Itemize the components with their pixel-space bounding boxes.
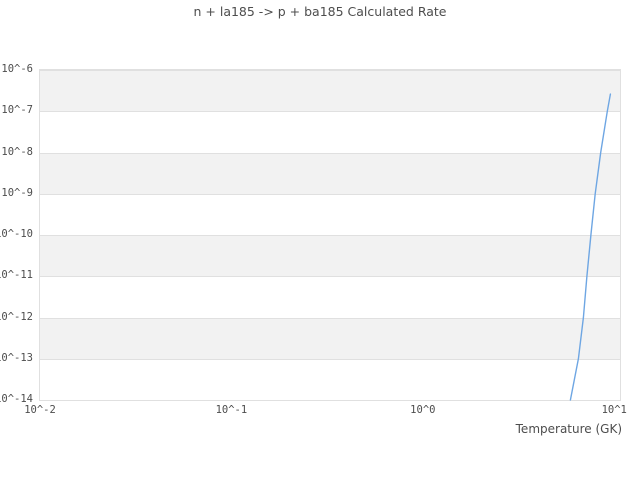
y-tick-label: 10^-9 — [1, 186, 33, 199]
chart-title: n + la185 -> p + ba185 Calculated Rate — [193, 4, 447, 19]
gridline — [40, 317, 620, 319]
y-tick-label: 10^-8 — [1, 145, 33, 158]
gridline — [40, 111, 620, 113]
x-tick-label: 10^1 — [601, 404, 627, 416]
x-axis-label: Temperature (GK) — [515, 422, 622, 436]
x-tick-label: 10^-1 — [215, 404, 248, 416]
grid-band — [40, 152, 620, 194]
gridline — [40, 358, 620, 360]
x-tick-label: 10^-2 — [24, 404, 56, 416]
y-tick-label: 10^-7 — [1, 104, 33, 117]
y-tick-label: 10^-12 — [0, 310, 33, 323]
y-tick-label: 10^-6 — [1, 63, 33, 75]
gridline — [40, 400, 620, 401]
plot-area — [39, 69, 621, 401]
gridline — [40, 70, 620, 71]
gridline — [40, 193, 620, 195]
gridline — [40, 276, 620, 278]
gridline — [40, 235, 620, 236]
x-tick-label: 10^0 — [410, 404, 436, 416]
gridline — [40, 152, 620, 154]
y-tick-label: 10^-14 — [0, 393, 33, 405]
y-tick-label: 10^-13 — [0, 351, 33, 364]
grid-band — [40, 317, 620, 359]
y-tick-label: 10^-11 — [0, 269, 33, 282]
grid-band — [40, 235, 620, 277]
y-tick-label: 10^-10 — [0, 228, 33, 240]
grid-band — [40, 70, 620, 112]
